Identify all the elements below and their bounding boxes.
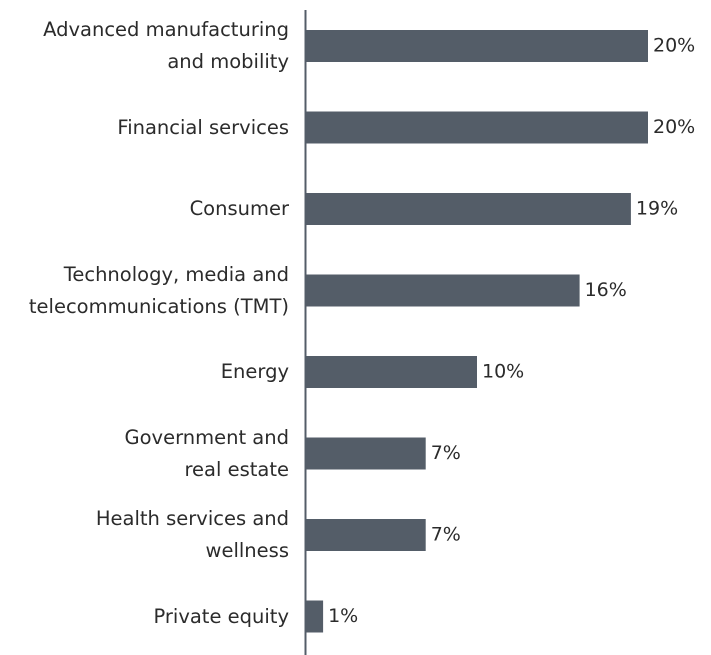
bar xyxy=(306,356,477,388)
bar xyxy=(306,600,324,633)
bar xyxy=(306,437,426,470)
value-label: 20% xyxy=(653,116,695,138)
value-label: 20% xyxy=(653,35,695,57)
category-label: Financial services xyxy=(117,115,289,139)
value-label: 10% xyxy=(482,361,524,383)
category-label: Energy xyxy=(220,360,289,383)
value-label: 16% xyxy=(585,279,627,301)
value-label: 7% xyxy=(431,524,461,546)
value-label: 7% xyxy=(431,442,461,464)
bar xyxy=(306,193,631,225)
category-label: Private equity xyxy=(153,604,289,628)
bar xyxy=(306,519,426,551)
category-label: Technology, media and telecommunications… xyxy=(28,262,289,318)
value-label: 1% xyxy=(328,605,358,627)
bar xyxy=(306,30,648,62)
category-label: Government and real estate xyxy=(124,425,290,481)
category-label: Advanced manufacturing and mobility xyxy=(43,18,289,73)
category-label: Consumer xyxy=(189,197,289,220)
value-label: 19% xyxy=(636,198,678,220)
bar xyxy=(306,274,580,307)
bar xyxy=(306,111,648,144)
category-label: Health services and wellness xyxy=(95,507,289,562)
